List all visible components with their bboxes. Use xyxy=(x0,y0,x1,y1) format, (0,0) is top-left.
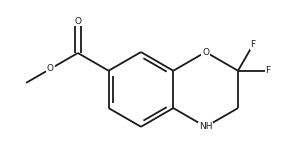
Text: O: O xyxy=(47,64,54,73)
Text: O: O xyxy=(74,17,81,26)
Text: F: F xyxy=(265,66,270,75)
Text: NH: NH xyxy=(199,122,212,131)
Text: O: O xyxy=(202,48,209,57)
Text: F: F xyxy=(250,40,255,49)
